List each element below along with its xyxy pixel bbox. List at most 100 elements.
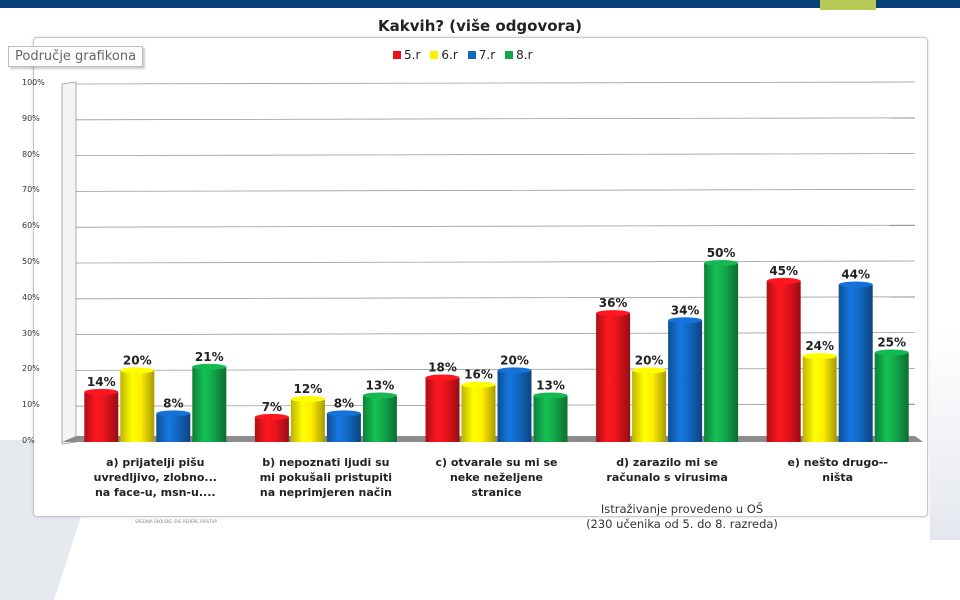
bar-top (84, 388, 119, 395)
bar[interactable] (874, 352, 909, 443)
gridline (75, 153, 916, 157)
bar-top (766, 277, 801, 284)
y-tick-label: 10% (22, 400, 40, 410)
data-label: 13% (366, 378, 395, 392)
data-label: 18% (428, 361, 457, 375)
chart-title: Kakvih? (više odgovora) (378, 17, 582, 35)
data-label: 36% (599, 296, 628, 310)
footnote: Istraživanje provedeno u OŠ (230 učenika… (586, 502, 778, 531)
data-label: 8% (163, 396, 183, 410)
bar[interactable] (704, 263, 739, 442)
bar[interactable] (802, 356, 837, 442)
y-tick-label: 80% (22, 149, 40, 159)
data-label: 34% (671, 303, 700, 317)
bar-top (156, 410, 191, 417)
bar-top (704, 260, 739, 266)
y-tick-label: 0% (22, 436, 35, 445)
bar-top (632, 367, 667, 374)
x-category-label: b) nepoznati ljudi su mi pokušali pristu… (259, 456, 393, 499)
legend-item-6r[interactable]: 6.r (430, 48, 458, 62)
gridline (75, 260, 916, 264)
y-tick-label: 40% (22, 292, 40, 302)
data-label: 12% (294, 382, 323, 396)
data-label: 7% (262, 400, 282, 414)
x-category-label: c) otvarale su mi se neke neželjene stra… (435, 456, 558, 499)
gridline (75, 224, 916, 228)
plot-area: 14% 20% 8% 21% 7% 12% 8% 13% 18% 16% 20% 13% 36% 20% 3… (61, 81, 923, 445)
bar[interactable] (326, 413, 361, 442)
x-category-label: d) zarazilo mi se računalo s virusima (606, 456, 728, 484)
y-tick-label: 30% (22, 328, 40, 338)
bar[interactable] (668, 320, 703, 442)
x-category-label: e) nešto drugo-- ništa (787, 456, 888, 484)
bar-top (461, 381, 496, 388)
bar-top (596, 310, 631, 317)
bar-top (290, 396, 325, 403)
legend-item-5r[interactable]: 5.r (393, 48, 420, 62)
bar-top (192, 363, 227, 370)
bar-top (254, 413, 289, 420)
bar-top (425, 374, 460, 381)
tiny-caption: SREDNJA SKOLSKO SVE REHERC PRISTUP (135, 519, 217, 524)
legend-swatch (393, 51, 401, 59)
legend-label: 5.r (404, 48, 421, 62)
top-bar (0, 0, 960, 8)
bar-top (874, 349, 909, 356)
gridline (75, 117, 916, 121)
top-bar-accent (820, 0, 876, 10)
y-tick-label: 60% (22, 221, 40, 231)
gridline (75, 81, 916, 85)
y-tick-label: 70% (22, 185, 40, 195)
gridline (75, 188, 916, 192)
bar-top (838, 281, 873, 288)
y-tick-label: 100% (22, 78, 45, 87)
data-label: 20% (635, 353, 664, 367)
bar[interactable] (362, 395, 397, 442)
bar[interactable] (156, 413, 191, 442)
right-decoration (930, 330, 960, 540)
legend-label: 8.r (516, 48, 533, 62)
y-tick-label: 50% (22, 257, 40, 266)
bar[interactable] (596, 313, 631, 442)
axis-wall (61, 81, 77, 445)
data-label: 24% (805, 339, 834, 353)
data-label: 14% (87, 375, 116, 389)
bar[interactable] (766, 280, 801, 442)
y-tick-label: 90% (22, 113, 40, 123)
bar[interactable] (497, 370, 532, 442)
data-label: 50% (707, 246, 736, 260)
legend-item-7r[interactable]: 7.r (467, 48, 496, 62)
legend-swatch (467, 51, 476, 59)
y-tick-label: 20% (22, 364, 40, 374)
legend[interactable]: 5.r 6.r 7.r 8.r (393, 46, 543, 64)
legend-item-8r[interactable]: 8.r (505, 48, 533, 62)
data-label: 45% (769, 264, 798, 278)
chart-area-tooltip: Područje grafikona (8, 46, 144, 67)
legend-swatch (505, 51, 514, 59)
bar-top (362, 392, 397, 399)
x-category-label: a) prijatelji pišu uvredljivo, zlobno...… (93, 456, 217, 499)
data-label: 25% (877, 336, 906, 350)
data-label: 21% (195, 350, 224, 364)
bar[interactable] (84, 391, 119, 442)
bar-top (326, 410, 361, 417)
bar-top (120, 367, 155, 374)
bar[interactable] (120, 370, 155, 442)
legend-label: 7.r (478, 48, 496, 62)
bar-top (497, 367, 532, 374)
bar[interactable] (290, 399, 325, 442)
data-label: 20% (123, 353, 152, 367)
bar[interactable] (254, 416, 289, 442)
bar-top (668, 317, 703, 324)
data-label: 44% (841, 267, 870, 281)
bar[interactable] (425, 377, 460, 442)
bar[interactable] (533, 395, 568, 442)
bar[interactable] (838, 284, 873, 442)
data-label: 16% (464, 368, 493, 382)
bar[interactable] (632, 370, 667, 442)
bar[interactable] (192, 366, 227, 442)
legend-label: 6.r (441, 48, 458, 62)
bar[interactable] (461, 384, 496, 442)
data-label: 8% (334, 396, 354, 410)
data-label: 20% (500, 353, 529, 367)
